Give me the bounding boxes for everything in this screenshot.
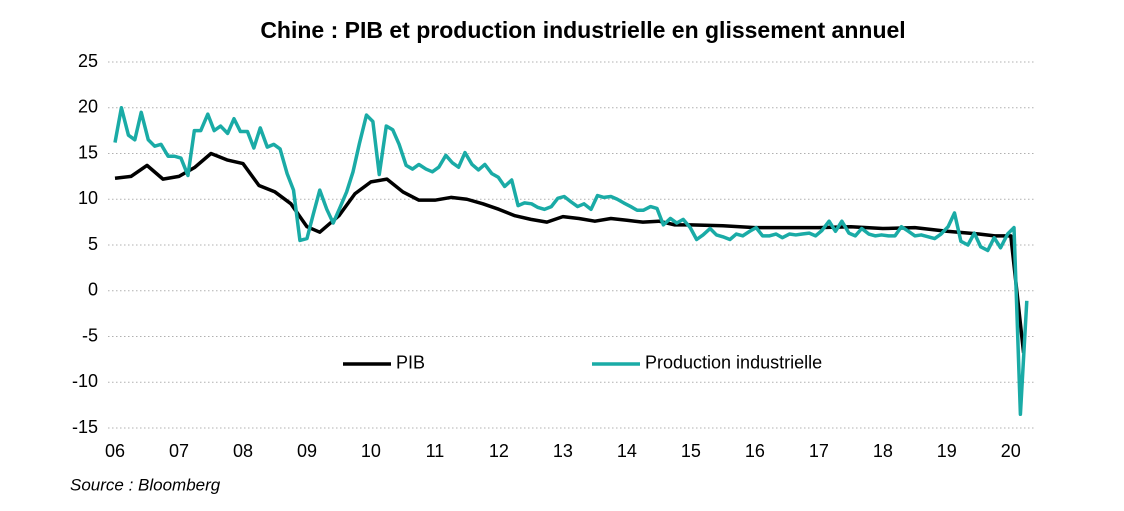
x-tick-label: 06 <box>105 441 125 461</box>
y-tick-label: -10 <box>72 371 98 391</box>
x-tick-label: 16 <box>745 441 765 461</box>
y-tick-label: 5 <box>88 234 98 254</box>
y-tick-label: -5 <box>82 325 98 345</box>
source-note: Source : Bloomberg <box>70 475 221 494</box>
x-tick-label: 11 <box>426 441 445 461</box>
x-tick-label: 13 <box>553 441 573 461</box>
y-tick-label: 10 <box>78 188 98 208</box>
legend-label: Production industrielle <box>645 353 822 373</box>
legend-label: PIB <box>396 353 425 373</box>
x-tick-label: 07 <box>169 441 189 461</box>
series-line <box>114 151 1026 354</box>
x-tick-label: 19 <box>937 441 957 461</box>
x-tick-label: 20 <box>1001 441 1021 461</box>
x-tick-label: 12 <box>489 441 509 461</box>
x-tick-label: 09 <box>297 441 317 461</box>
y-tick-label: 0 <box>88 280 98 300</box>
y-tick-label: 20 <box>78 97 98 117</box>
x-tick-label: 08 <box>233 441 253 461</box>
x-tick-label: 10 <box>361 441 381 461</box>
x-tick-label: 14 <box>617 441 637 461</box>
x-tick-label: 15 <box>681 441 701 461</box>
chart-title: Chine : PIB et production industrielle e… <box>260 17 905 43</box>
x-tick-label: 17 <box>809 441 829 461</box>
y-tick-label: -15 <box>72 417 98 437</box>
y-tick-label: 25 <box>78 51 98 71</box>
x-tick-label: 18 <box>873 441 893 461</box>
series-line <box>113 106 1029 417</box>
y-tick-label: 15 <box>78 142 98 162</box>
